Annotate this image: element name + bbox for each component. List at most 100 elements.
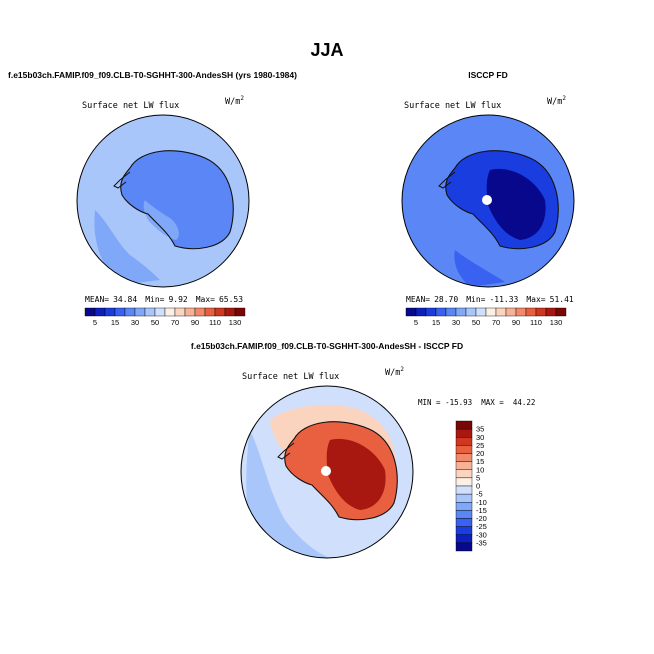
stats-model-min-label: Min= [145,295,164,304]
map-diff-interior [326,438,386,510]
colorbar-tick-label: -5 [476,490,483,499]
colorbar-swatch [455,461,473,470]
panel-diff-title: Surface net LW flux [242,372,339,382]
map-obs-frame [401,114,575,288]
stats-obs-max-label: Max= [526,295,545,304]
map-model-peninsula [113,171,131,189]
colorbar-swatch [455,526,473,535]
stats-model-max-label: Max= [196,295,215,304]
stats-obs-mean: 28.70 [434,295,458,304]
colorbar-swatch [234,307,246,317]
colorbar-tick-label: -10 [476,498,487,507]
colorbar-swatch [425,307,437,317]
colorbar-swatch [445,307,457,317]
stats-model-max: 65.53 [219,295,243,304]
map-obs [402,115,574,287]
colorbar-tick-label: 15 [432,318,440,327]
colorbar-tick-label: 35 [476,425,484,434]
colorbar-tick-label: 70 [171,318,179,327]
stats-model-mean: 34.84 [113,295,137,304]
colorbar-tick-label: -35 [476,538,487,547]
colorbar-swatch [455,453,473,462]
colorbar-tick-label: 0 [476,482,480,491]
panel-model-title: Surface net LW flux [82,101,179,111]
map-model-lowband [94,210,160,285]
colorbar-swatch [475,307,487,317]
panel-diff-units: W/m2 [385,366,404,378]
colorbar-swatch [194,307,206,317]
colorbar-tick-label: 90 [512,318,520,327]
colorbar-tick-label: 90 [191,318,199,327]
colorbar-swatch [555,307,567,317]
colorbar-tick-label: 10 [476,465,484,474]
colorbar-swatch [455,493,473,503]
map-obs-peninsula [438,171,456,189]
panel-model-units: W/m2 [225,95,244,107]
stats-model-mean-label: MEAN= [85,295,109,304]
colorbar-tick-label: 30 [131,318,139,327]
colorbar-tick-label: 5 [414,318,418,327]
panel1-header: f.e15b03ch.FAMIP.f09_f09.CLB-T0-SGHHT-30… [8,70,297,80]
colorbar-swatch [515,307,527,317]
colorbar-swatch [485,307,497,317]
map-diff-coolband [246,430,330,558]
map-model [77,115,249,287]
panel-obs: Surface net LW flux W/m2 MEAN= 28.70 Min= -… [401,95,575,327]
colorbar-swatch [455,518,473,527]
colorbar-swatch [435,307,447,317]
colorbar-model: 5 15 30 50 70 90 110 130 [84,307,246,327]
colorbar-swatch [124,307,136,317]
map-model-continent [120,150,234,249]
stats-obs-max: 51.41 [550,295,574,304]
map-diff-peninsula [277,442,295,460]
map-model-coastline [120,150,234,250]
colorbar-swatch [405,307,417,317]
colorbar-swatch [495,307,507,317]
colorbar-swatch [545,307,557,317]
colorbar-swatch [455,428,473,438]
colorbar-tick-label: 130 [229,318,242,327]
map-obs-lowband [454,250,505,287]
colorbar-tick-label: 5 [93,318,97,327]
colorbar-tick-label: 50 [472,318,480,327]
map-diff-pole-hole [321,466,331,476]
colorbar-swatch [134,307,146,317]
panel-obs-title: Surface net LW flux [404,101,501,111]
colorbar-tick-label: 30 [476,433,484,442]
map-obs-pole-hole [482,195,492,205]
colorbar-swatch [535,307,547,317]
figure-title: JJA [310,40,343,60]
map-diff-coastline [284,421,398,521]
colorbar-swatch [455,510,473,519]
colorbar-swatch [455,477,473,487]
stats-model: MEAN= 34.84 Min= 9.92 Max= 65.53 [85,295,243,304]
colorbar-swatch [455,485,473,495]
colorbar-swatch [114,307,126,317]
stats-obs: MEAN= 28.70 Min= -11.33 Max= 51.41 [406,295,574,304]
map-model-frame [76,114,250,288]
colorbar-swatch [104,307,116,317]
colorbar-tick-label: 30 [452,318,460,327]
colorbar-swatch [465,307,477,317]
colorbar-swatch [455,534,473,544]
colorbar-obs: 5 15 30 50 70 90 110 130 [405,307,567,327]
stats-diff: MIN = -15.93 MAX = 44.22 [418,398,535,407]
map-diff-frame [240,385,414,559]
stats-model-min: 9.92 [168,295,187,304]
panel-obs-units: W/m2 [547,95,566,107]
colorbar-swatch [455,307,467,317]
colorbar-swatch [455,420,473,430]
panel3-header: f.e15b03ch.FAMIP.f09_f09.CLB-T0-SGHHT-30… [191,341,463,351]
stats-obs-mean-label: MEAN= [406,295,430,304]
colorbar-swatch [184,307,196,317]
colorbar-swatch [144,307,156,317]
panel2-header: ISCCP FD [468,70,508,80]
stats-obs-min-label: Min= [466,295,485,304]
colorbar-swatch [455,445,473,454]
colorbar-tick-label: 25 [476,441,484,450]
colorbar-tick-label: 110 [530,318,542,327]
panel-diff: Surface net LW flux W/m2 MIN = -15.93 MA… [240,366,535,559]
stats-obs-min: -11.33 [489,295,518,304]
colorbar-tick-label: -25 [476,522,487,531]
